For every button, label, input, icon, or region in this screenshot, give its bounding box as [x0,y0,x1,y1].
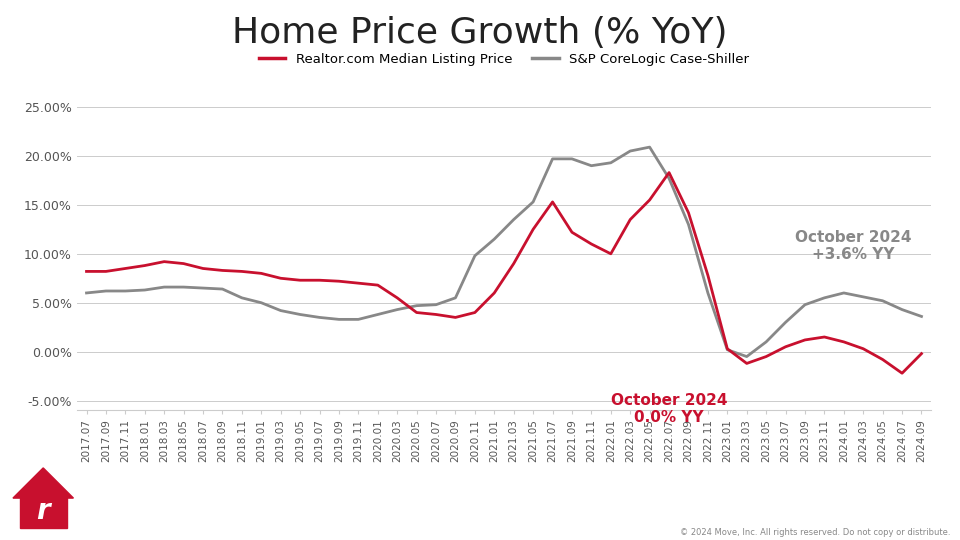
Bar [19,497,66,528]
Polygon shape [13,468,73,498]
Text: October 2024
0.0% YY: October 2024 0.0% YY [611,393,728,425]
Text: © 2024 Move, Inc. All rights reserved. Do not copy or distribute.: © 2024 Move, Inc. All rights reserved. D… [680,528,950,537]
Legend: Realtor.com Median Listing Price, S&P CoreLogic Case-Shiller: Realtor.com Median Listing Price, S&P Co… [253,48,755,71]
Text: Home Price Growth (% YoY): Home Price Growth (% YoY) [232,16,728,50]
Text: r: r [36,497,50,525]
Text: October 2024
+3.6% YY: October 2024 +3.6% YY [795,230,912,262]
